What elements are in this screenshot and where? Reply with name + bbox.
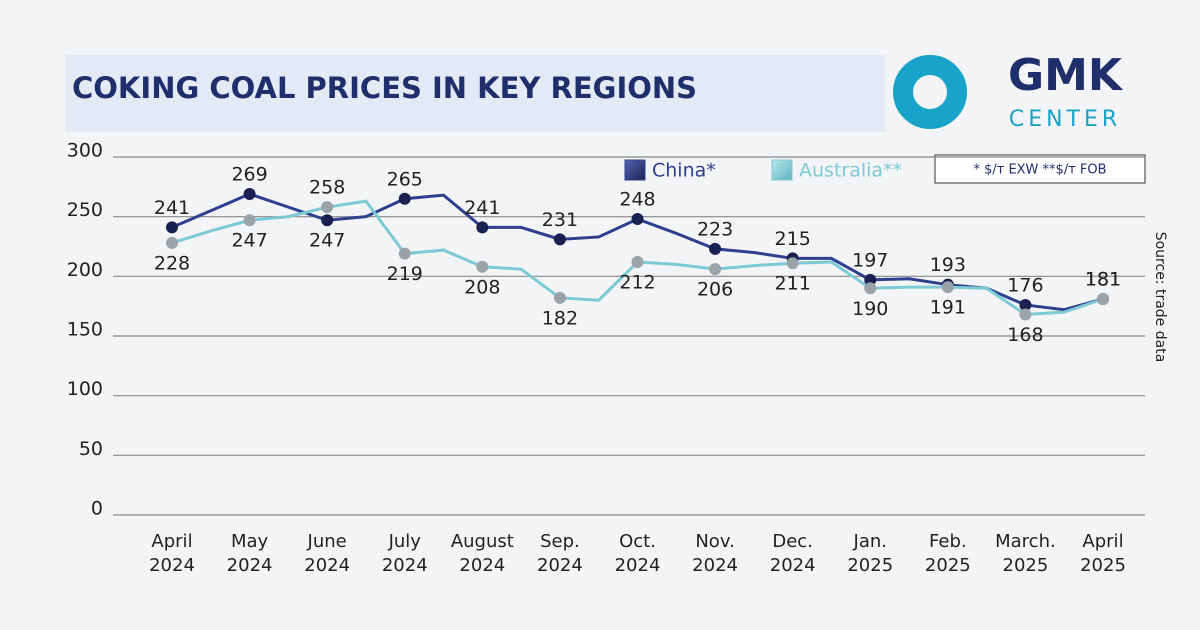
logo-name: GMK bbox=[1008, 50, 1124, 101]
data-label: 190 bbox=[852, 298, 888, 320]
x-tick-label: Dec. 2024 bbox=[769, 531, 816, 576]
y-tick-label: 100 bbox=[67, 378, 103, 400]
x-tick-label: Feb. 2025 bbox=[924, 531, 971, 576]
x-tick-label: May 2024 bbox=[226, 531, 273, 576]
data-label: 258 bbox=[309, 177, 345, 199]
data-label: 168 bbox=[1007, 324, 1043, 346]
point-marker bbox=[398, 247, 411, 260]
data-label: 223 bbox=[697, 218, 733, 240]
point-marker bbox=[476, 260, 489, 273]
point-marker bbox=[166, 221, 178, 234]
data-label: 211 bbox=[775, 273, 811, 295]
data-label: 228 bbox=[154, 252, 190, 274]
x-tick-label: August 2024 bbox=[450, 531, 514, 576]
data-label: 215 bbox=[775, 228, 811, 250]
point-marker bbox=[864, 282, 877, 295]
point-marker bbox=[1019, 298, 1032, 311]
point-marker bbox=[476, 221, 489, 234]
data-label: 197 bbox=[852, 249, 888, 271]
legend-label: Australia** bbox=[799, 160, 902, 182]
x-tick-label: Sep. 2024 bbox=[537, 531, 583, 576]
point-marker bbox=[243, 187, 256, 200]
legend-swatch bbox=[771, 159, 793, 181]
y-tick-label: 150 bbox=[67, 319, 103, 341]
logo-icon bbox=[893, 55, 967, 129]
data-label: 181 bbox=[1085, 269, 1121, 291]
point-marker bbox=[941, 281, 954, 294]
point-marker bbox=[166, 236, 178, 249]
data-label: 182 bbox=[542, 307, 578, 329]
y-tick-label: 250 bbox=[67, 199, 103, 221]
data-label: 248 bbox=[619, 189, 655, 211]
data-label: 206 bbox=[697, 279, 733, 301]
point-marker bbox=[553, 291, 566, 304]
x-tick-label: June 2024 bbox=[304, 531, 351, 576]
point-marker bbox=[1097, 293, 1109, 306]
point-marker bbox=[631, 256, 644, 269]
x-tick-label: March. 2025 bbox=[995, 531, 1056, 576]
data-label: 231 bbox=[542, 209, 578, 231]
data-label: 176 bbox=[1007, 274, 1043, 296]
point-marker bbox=[321, 214, 334, 227]
data-label: 181 bbox=[1085, 269, 1121, 291]
point-marker bbox=[631, 213, 644, 226]
source: Source: trade data bbox=[1152, 232, 1168, 363]
x-tick-label: April 2025 bbox=[1080, 531, 1126, 576]
data-label: 212 bbox=[619, 272, 655, 294]
x-tick-label: Oct. 2024 bbox=[614, 531, 661, 576]
point-marker bbox=[553, 233, 566, 246]
point-marker bbox=[786, 257, 799, 270]
data-label: 193 bbox=[930, 254, 966, 276]
logo-sub: CENTER bbox=[1009, 107, 1121, 132]
legend-label: China* bbox=[652, 160, 716, 182]
point-marker bbox=[321, 201, 334, 214]
note-box bbox=[934, 154, 1146, 184]
point-marker bbox=[398, 192, 411, 205]
note: * $/т EXW **$/т FOB bbox=[973, 163, 1106, 178]
y-tick-label: 50 bbox=[79, 438, 103, 460]
data-label: 247 bbox=[231, 230, 267, 252]
x-tick-label: Nov. 2024 bbox=[692, 531, 738, 576]
x-tick-label: July 2024 bbox=[381, 531, 428, 576]
y-tick-label: 200 bbox=[67, 259, 103, 281]
point-marker bbox=[709, 263, 722, 276]
chart-title: COKING COAL PRICES IN KEY REGIONS bbox=[72, 71, 697, 105]
data-label: 219 bbox=[387, 263, 423, 285]
point-marker bbox=[243, 214, 256, 227]
data-label: 241 bbox=[464, 197, 500, 219]
data-label: 241 bbox=[154, 197, 190, 219]
x-tick-label: Jan. 2025 bbox=[847, 531, 894, 576]
point-marker bbox=[1019, 308, 1032, 321]
point-marker bbox=[864, 273, 877, 286]
data-label: 247 bbox=[309, 230, 345, 252]
title-band bbox=[65, 55, 885, 132]
legend-swatch bbox=[624, 159, 646, 181]
y-tick-label: 300 bbox=[67, 140, 103, 162]
point-marker bbox=[709, 242, 722, 255]
y-tick-label: 0 bbox=[91, 498, 103, 520]
data-label: 191 bbox=[930, 297, 966, 319]
data-label: 269 bbox=[231, 163, 267, 185]
data-label: 265 bbox=[387, 168, 423, 190]
data-label: 208 bbox=[464, 276, 500, 298]
x-tick-label: April 2024 bbox=[149, 531, 195, 576]
